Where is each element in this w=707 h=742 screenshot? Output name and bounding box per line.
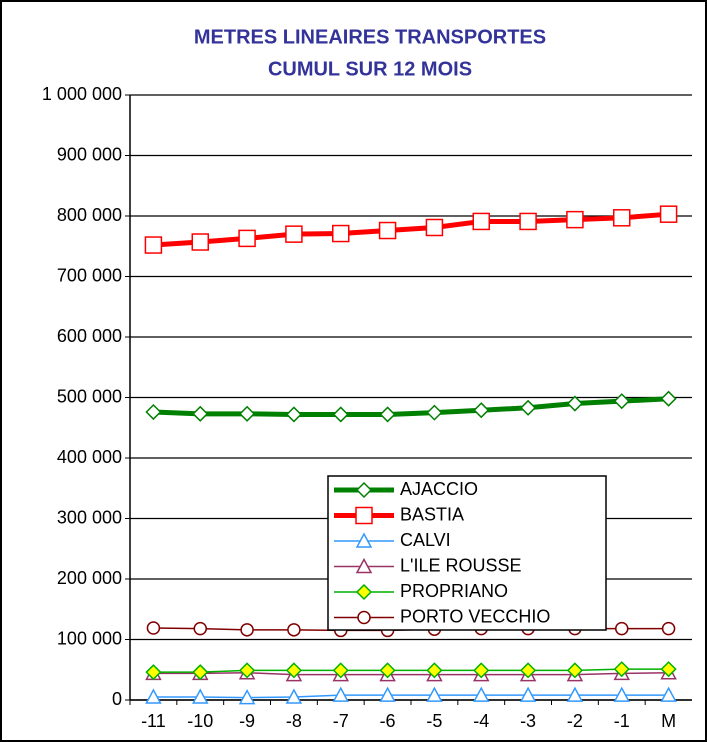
y-tick-label: 100 000 <box>57 628 122 648</box>
y-tick-label: 0 <box>112 689 122 709</box>
data-point <box>240 623 254 637</box>
data-point <box>145 664 162 681</box>
y-tick-label: 900 000 <box>57 144 122 164</box>
data-point <box>238 688 256 705</box>
data-point <box>332 406 349 423</box>
data-point <box>239 405 256 422</box>
data-point <box>144 236 163 254</box>
chart-subtitle: CUMUL SUR 12 MOIS <box>268 58 472 80</box>
data-point <box>659 205 678 223</box>
legend-marker <box>355 532 373 548</box>
data-point <box>566 686 584 702</box>
x-tick-label: -2 <box>567 711 583 731</box>
series-line <box>153 672 669 676</box>
legend-label: CALVI <box>400 530 451 550</box>
data-point <box>238 229 256 248</box>
y-tick-label: 200 000 <box>57 568 122 588</box>
x-tick-label: -9 <box>239 711 255 731</box>
data-point <box>519 212 537 231</box>
data-point <box>566 395 583 412</box>
data-point <box>285 662 302 679</box>
data-point <box>379 406 396 423</box>
x-tick-label: -3 <box>520 711 536 731</box>
legend-label: L'ILE ROUSSE <box>400 555 521 575</box>
data-point <box>191 688 209 704</box>
data-point <box>379 662 396 679</box>
y-tick-label: 400 000 <box>57 447 122 467</box>
data-point <box>378 221 397 240</box>
data-point <box>661 621 676 636</box>
data-point <box>426 404 443 421</box>
data-point <box>520 399 537 416</box>
x-tick-label: -7 <box>333 711 349 731</box>
legend-label: AJACCIO <box>400 479 478 499</box>
data-point <box>660 661 677 678</box>
data-point <box>145 688 162 704</box>
legend-marker <box>355 481 373 499</box>
y-tick-label: 500 000 <box>57 386 122 406</box>
data-point <box>285 225 303 243</box>
x-tick-label: -6 <box>380 711 396 731</box>
data-point <box>287 623 301 637</box>
data-point <box>191 233 209 251</box>
y-tick-label: 1 000 000 <box>42 84 122 104</box>
x-tick-label: M <box>661 711 676 731</box>
data-point <box>613 393 630 410</box>
legend-box <box>327 475 607 631</box>
y-tick-label: 800 000 <box>57 205 122 225</box>
legend-marker <box>355 506 373 525</box>
series-line <box>153 694 669 699</box>
y-tick-label: 600 000 <box>57 326 122 346</box>
x-tick-label: -10 <box>187 711 213 731</box>
data-point <box>425 218 444 237</box>
x-tick-label: -1 <box>614 711 630 731</box>
data-point <box>192 405 209 422</box>
y-tick-label: 300 000 <box>57 507 122 527</box>
data-point <box>566 662 583 679</box>
data-point <box>615 621 629 636</box>
data-point <box>332 686 350 702</box>
data-point <box>660 686 677 702</box>
data-point <box>613 686 631 702</box>
data-point <box>472 686 490 702</box>
x-tick-label: -11 <box>141 711 166 731</box>
data-point <box>473 402 490 419</box>
data-point <box>472 212 490 231</box>
data-point <box>613 209 631 227</box>
x-tick-label: -8 <box>286 711 302 731</box>
data-point <box>473 662 490 679</box>
data-point <box>613 661 630 678</box>
x-tick-label: -5 <box>426 711 442 731</box>
data-point <box>426 686 443 702</box>
data-point <box>660 390 677 407</box>
data-point <box>145 403 162 421</box>
data-point <box>285 688 303 704</box>
data-point <box>192 664 209 681</box>
data-point <box>285 406 302 423</box>
legend-marker <box>357 610 371 625</box>
data-point <box>332 224 350 243</box>
chart-title: METRES LINEAIRES TRANSPORTES <box>194 26 546 48</box>
data-point <box>426 662 443 679</box>
legend-marker <box>355 583 373 601</box>
legend-label: PROPRIANO <box>400 581 508 601</box>
x-tick-label: -4 <box>473 711 489 731</box>
legend-label: BASTIA <box>400 504 464 524</box>
data-point <box>519 686 537 702</box>
y-tick-label: 700 000 <box>57 265 122 285</box>
legend: AJACCIO BASTIA CALVI L'ILE ROUSSE PROPRIANO P… <box>327 475 607 631</box>
data-point <box>379 686 396 702</box>
data-point <box>239 662 256 679</box>
data-point <box>520 662 537 679</box>
data-point <box>332 662 349 679</box>
legend-marker <box>355 557 373 574</box>
legend-label: PORTO VECCHIO <box>400 606 550 626</box>
data-point <box>146 621 161 635</box>
data-point <box>566 210 584 229</box>
data-point <box>193 621 207 636</box>
